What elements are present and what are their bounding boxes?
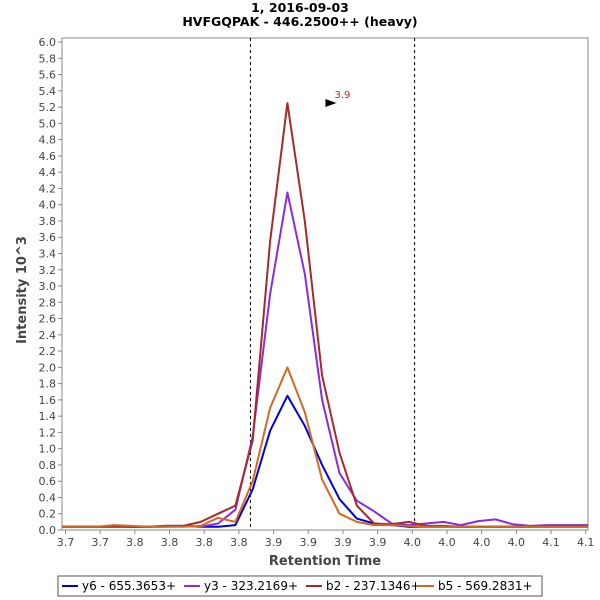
x-tick-label: 4.0	[438, 536, 456, 549]
y-axis-label: Intensity 10^3	[15, 236, 30, 344]
plot-area	[61, 37, 589, 531]
x-tick-label: 3.8	[126, 536, 144, 549]
axis-ticks: 0.0 0.2 0.4 0.6 0.8 1.0 1.2 1.4 1.6 1.8 2.0 2.2 2.4 2…	[39, 36, 595, 549]
y-tick-label: 4.4	[39, 166, 57, 179]
x-tick-label: 3.9	[265, 536, 283, 549]
chart-title: 1, 2016-09-03	[251, 0, 349, 15]
legend-label-3: b2 - 237.1346+	[326, 579, 421, 593]
y-tick-label: 0.2	[39, 508, 57, 521]
y-tick-label: 2.8	[39, 296, 57, 309]
y-tick-label: 5.4	[39, 85, 57, 98]
y-tick-label: 6.0	[39, 36, 57, 49]
y-tick-label: 1.6	[39, 394, 57, 407]
peak-annotation-label: 3.9	[334, 90, 350, 101]
x-tick-label: 4.1	[542, 536, 560, 549]
x-tick-label: 3.9	[334, 536, 352, 549]
x-tick-label: 3.7	[91, 536, 109, 549]
legend-label-1: y6 - 655.3653+	[82, 579, 176, 593]
x-tick-label: 4.1	[577, 536, 595, 549]
series-layer	[62, 102, 588, 528]
x-tick-label: 3.8	[230, 536, 248, 549]
y-tick-label: 4.8	[39, 134, 57, 147]
y-tick-label: 3.0	[39, 280, 57, 293]
x-tick-label: 3.8	[161, 536, 179, 549]
x-tick-label: 3.8	[195, 536, 213, 549]
y-tick-label: 3.4	[39, 248, 57, 261]
y-tick-label: 5.0	[39, 117, 57, 130]
y-tick-label: 2.0	[39, 361, 57, 374]
legend-label-2: y3 - 323.2169+	[204, 579, 298, 593]
y-tick-label: 1.8	[39, 378, 57, 391]
y-tick-label: 4.6	[39, 150, 57, 163]
y-tick-label: 4.0	[39, 199, 57, 212]
y-tick-label: 0.6	[39, 475, 57, 488]
y-tick-label: 5.8	[39, 52, 57, 65]
y-tick-label: 5.6	[39, 69, 57, 82]
y-tick-label: 0.4	[39, 491, 57, 504]
chart-subtitle: HVFGQPAK - 446.2500++ (heavy)	[182, 14, 417, 29]
y-tick-label: 2.6	[39, 313, 57, 326]
y-tick-label: 4.2	[39, 182, 57, 195]
y-tick-label: 5.2	[39, 101, 57, 114]
y-tick-label: 3.6	[39, 231, 57, 244]
y-tick-label: 3.2	[39, 264, 57, 277]
legend-box	[57, 575, 543, 597]
legend-label-4: b5 - 569.2831+	[438, 579, 533, 593]
x-tick-label: 3.9	[299, 536, 317, 549]
y-tick-label: 0.8	[39, 459, 57, 472]
x-axis-label: Retention Time	[269, 554, 381, 569]
annotation-layer: 3.9	[325, 90, 350, 108]
y-tick-label: 3.8	[39, 215, 57, 228]
x-tick-label: 4.0	[404, 536, 422, 549]
series-line-4	[62, 366, 588, 528]
x-tick-label: 4.0	[473, 536, 491, 549]
x-tick-label: 4.0	[508, 536, 526, 549]
y-tick-label: 2.4	[39, 329, 57, 342]
y-tick-label: 2.2	[39, 345, 57, 358]
y-tick-label: 1.2	[39, 426, 57, 439]
x-tick-label: 3.7	[57, 536, 75, 549]
y-tick-label: 0.0	[39, 524, 57, 537]
x-tick-label: 3.9	[369, 536, 387, 549]
y-tick-label: 1.0	[39, 443, 57, 456]
peak-arrow-icon	[325, 99, 337, 108]
y-tick-label: 1.4	[39, 410, 57, 423]
legend: y6 - 655.3653+ y3 - 323.2169+ b2 - 237.134…	[57, 575, 543, 597]
